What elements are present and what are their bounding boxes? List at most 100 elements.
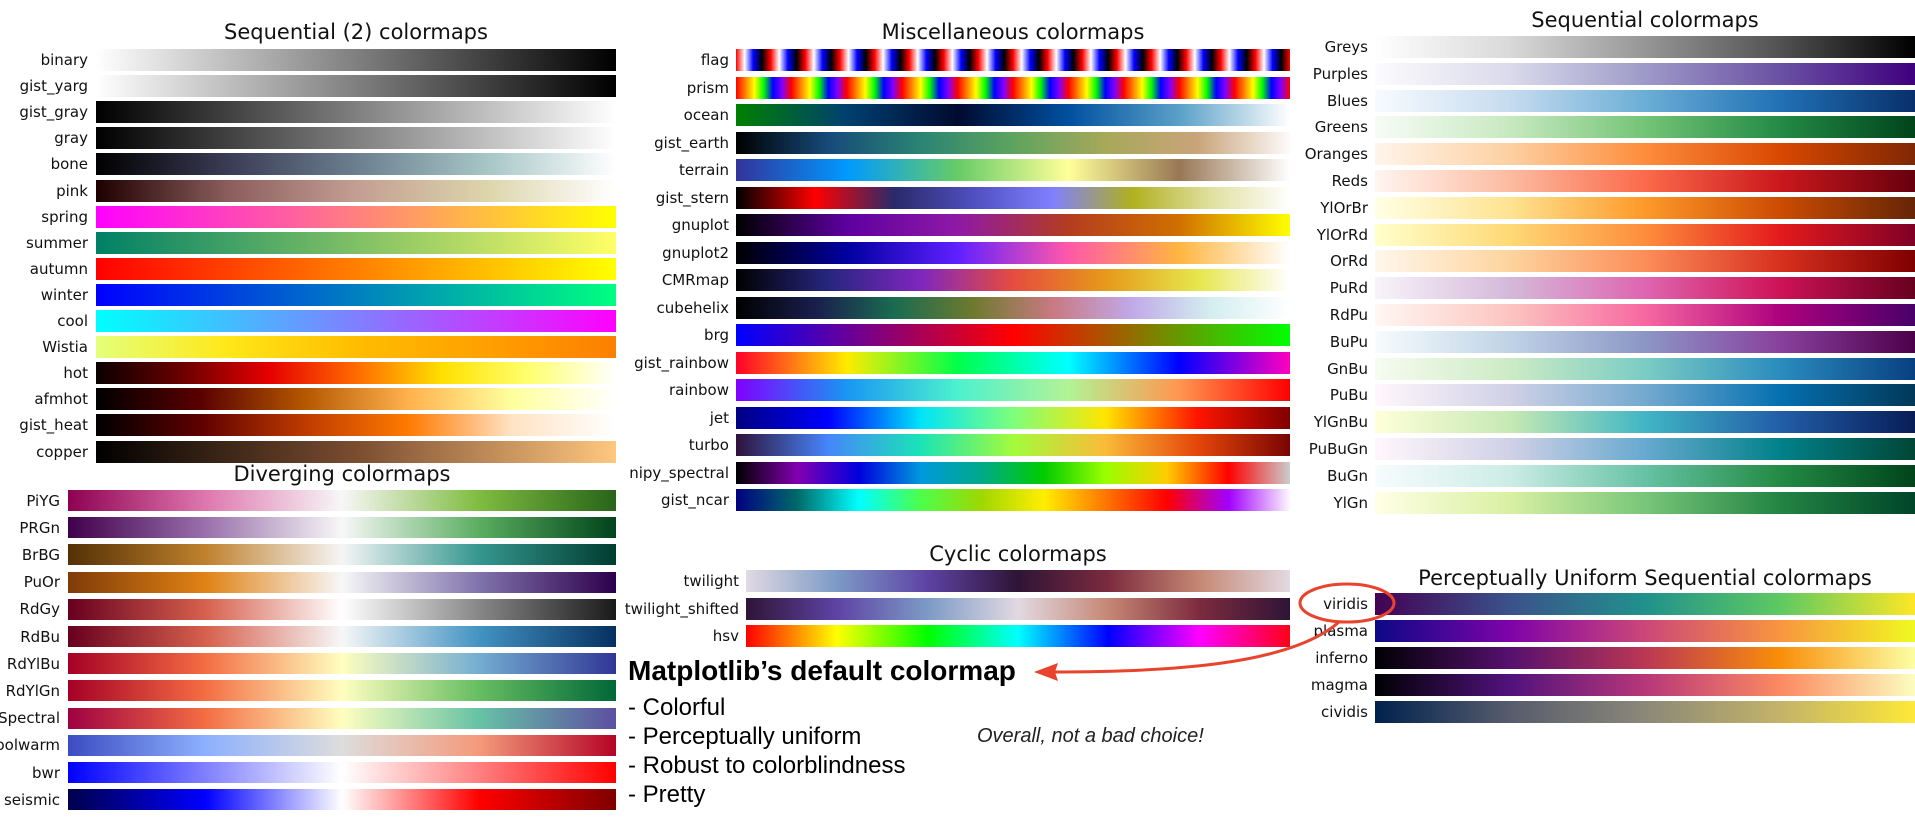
colormap-label: gist_heat [19,416,88,435]
colormap-row-greys: Greys [1290,36,1915,58]
colormap-bar [1375,647,1915,669]
colormap-bar [68,517,616,539]
colormap-bar [68,653,616,675]
colormap-label: inferno [1315,649,1368,667]
colormap-row-gnuplot: gnuplot [616,214,1290,236]
colormap-row-cool: cool [0,310,616,332]
colormap-bar [1375,384,1915,407]
colormap-label: YlOrRd [1316,225,1368,244]
colormap-bar [1375,464,1915,487]
colormap-bar [96,440,616,463]
colormap-label: turbo [688,436,729,454]
panel-title: Cyclic colormaps [929,542,1107,566]
colormap-label: winter [40,285,88,304]
colormap-row-wistia: Wistia [0,336,616,359]
colormap-label: gist_stern [655,188,729,207]
colormap-row-greens: Greens [1290,116,1915,139]
colormap-label: RdYlBu [6,654,60,673]
colormap-label: Purples [1312,64,1368,83]
colormap-label: PuBuGn [1308,440,1368,458]
colormap-label: Spectral [0,709,60,728]
colormap-row-bugn: BuGn [1290,464,1915,487]
colormap-bar [96,205,616,228]
colormap-row-ylgnbu: YlGnBu [1290,411,1915,434]
colormap-bar [68,626,616,647]
bullet-item: - Colorful [628,694,726,721]
colormap-bar [68,490,616,511]
panel-perceptually-uniform: Perceptually Uniform Sequential colormap… [1290,0,1915,817]
colormap-bar [96,231,616,254]
colormap-bar [96,388,616,411]
colormap-bar [736,489,1290,511]
colormap-row-cividis: cividis [1290,701,1915,723]
annotation-verdict: Overall, not a bad choice! [977,725,1204,747]
colormap-row-bupu: BuPu [1290,330,1915,353]
colormap-label: OrRd [1330,252,1368,271]
colormap-label: cool [57,312,88,330]
colormap-label: YlGnBu [1313,413,1368,432]
colormap-row-gnbu: GnBu [1290,357,1915,380]
colormap-bar [1375,143,1915,166]
colormap-label: RdBu [20,627,60,646]
colormap-row-purples: Purples [1290,62,1915,85]
panel-title: Diverging colormaps [233,462,451,486]
annotation-title: Matplotlib’s default colormap [628,655,1016,686]
colormap-bar [736,434,1290,456]
colormap-bar [96,153,616,176]
colormap-row-gist_gray: gist_gray [0,101,616,124]
colormap-row-flag: flag [616,49,1290,71]
colormap-row-piyg: PiYG [0,490,616,511]
colormap-row-plasma: plasma [1290,620,1915,642]
colormap-row-turbo: turbo [616,434,1290,456]
colormap-row-winter: winter [0,283,616,306]
colormap-bar [1375,674,1915,696]
colormap-bar [736,324,1290,346]
colormap-row-rdylgn: RdYlGn [0,680,616,702]
colormap-bar [96,75,616,98]
colormap-row-spring: spring [0,205,616,228]
colormap-row-nipy_spectral: nipy_spectral [616,461,1290,484]
colormap-bar [68,544,616,566]
colormap-bar [1375,701,1915,723]
colormap-bar [1375,116,1915,139]
colormap-label: flag [700,51,729,69]
colormap-label: prism [686,78,729,97]
colormap-bar [1375,250,1915,273]
colormap-row-binary: binary [0,49,616,71]
colormap-row-magma: magma [1290,674,1915,696]
colormap-bar [736,351,1290,374]
colormap-label: afmhot [34,390,88,409]
colormap-bar [1375,357,1915,380]
colormap-bar [96,101,616,124]
colormap-bar [1375,330,1915,353]
colormap-bar [68,680,616,702]
panel-title: Sequential (2) colormaps [224,20,488,44]
colormap-bar [746,625,1290,647]
colormap-row-autumn: autumn [0,257,616,280]
colormap-bar [96,179,616,202]
colormap-label: hot [63,364,88,383]
colormap-label: summer [26,233,88,252]
colormap-row-hsv: hsv [616,625,1290,647]
colormap-bar [96,336,616,359]
colormap-label: gnuplot2 [662,243,729,262]
colormap-bar [96,257,616,280]
colormap-row-inferno: inferno [1290,647,1915,669]
colormap-row-prgn: PRGn [0,517,616,539]
colormap-row-twilight_shifted: twilight_shifted [616,597,1290,620]
colormap-label: Greens [1314,118,1368,137]
colormap-label: BuGn [1327,466,1368,485]
colormap-row-gist_earth: gist_earth [616,131,1290,154]
colormap-row-oranges: Oranges [1290,143,1915,166]
colormap-label: PuOr [23,573,60,592]
colormap-row-terrain: terrain [616,159,1290,181]
panel-sequential: Sequential colormaps Greys Purples Blues Gr… [1290,0,1915,817]
colormap-label: PuRd [1329,279,1368,298]
colormap-label: RdYlGn [5,681,60,700]
colormap-label: Reds [1331,172,1368,190]
colormap-row-gist_yarg: gist_yarg [0,75,616,98]
colormap-row-spectral: Spectral [0,707,616,729]
colormap-bar [746,597,1290,620]
colormap-bar [96,49,616,71]
colormap-bar [736,76,1290,99]
